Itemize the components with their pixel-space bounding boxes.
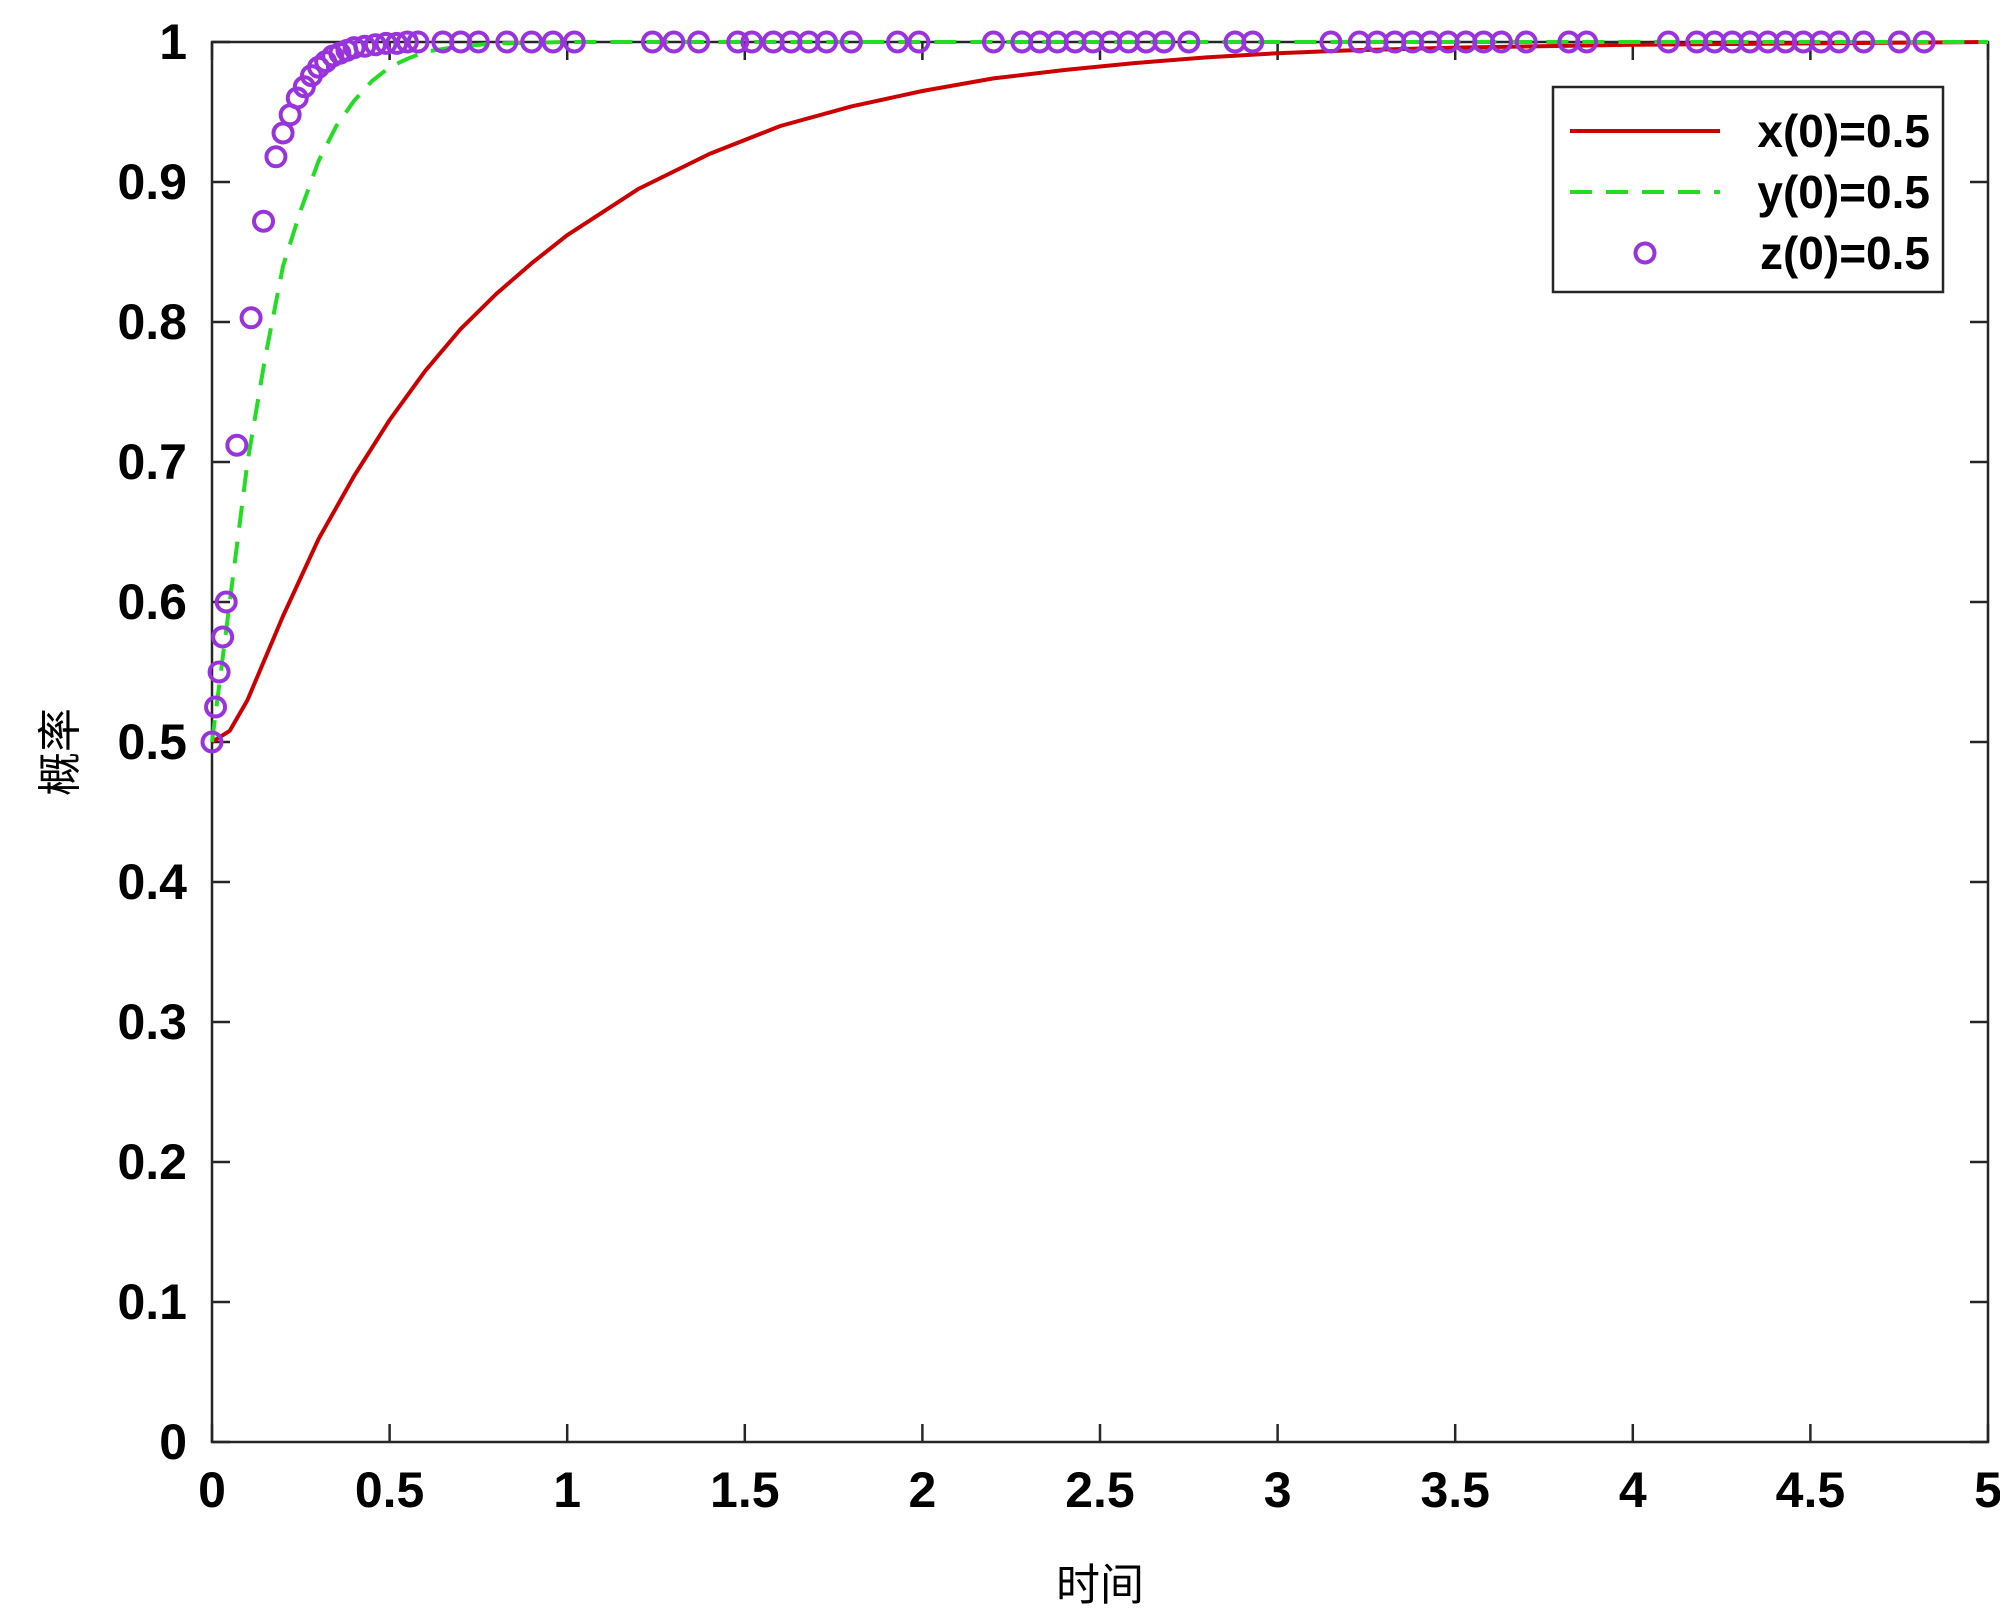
x-axis-title: 时间 <box>1056 1560 1144 1608</box>
series-2-point <box>214 590 238 614</box>
series-1-line <box>210 40 1988 743</box>
series-2-point <box>839 30 863 54</box>
series-2-point <box>1514 30 1538 54</box>
series-layer <box>200 30 1989 754</box>
series-2-point <box>207 660 231 684</box>
legend: x(0)=0.5 y(0)=0.5 z(0)=0.5 <box>1551 85 1945 294</box>
series-2-point <box>1887 30 1911 54</box>
y-axis-title: 概率 <box>35 708 86 796</box>
series-2-point <box>562 30 586 54</box>
series-2-point <box>211 625 235 649</box>
series-2-point <box>541 30 565 54</box>
series-2-point <box>374 31 398 55</box>
series-2-point <box>239 306 263 330</box>
series-2-point <box>907 30 931 54</box>
series-2-point <box>385 31 409 55</box>
y-tick-label: 0.5 <box>117 714 187 770</box>
series-2-point <box>252 209 276 233</box>
series-2-point <box>495 30 519 54</box>
series-2-point <box>395 30 419 54</box>
x-tick-label: 2 <box>908 1462 936 1518</box>
legend-label-1: y(0)=0.5 <box>1757 166 1930 218</box>
x-tick-label: 3 <box>1264 1462 1292 1518</box>
x-tick-label: 1.5 <box>710 1462 780 1518</box>
series-2-point <box>406 30 430 54</box>
series-2-point <box>264 145 288 169</box>
series-2-point <box>1827 30 1851 54</box>
y-tick-label: 0.6 <box>117 574 187 630</box>
legend-marker-2 <box>1633 241 1657 265</box>
series-2-point <box>466 30 490 54</box>
series-2-point <box>342 36 366 60</box>
series-2-point <box>726 30 750 54</box>
series-2-point <box>981 30 1005 54</box>
x-tick-label: 4.5 <box>1776 1462 1846 1518</box>
series-2-point <box>200 730 224 754</box>
tick-labels: 0 0.5 1 1.5 2 2.5 3 3.5 4 4.5 5 0 0.1 0.2 0.3 0.4 0.5 0.6… <box>117 14 2000 1518</box>
y-tick-label: 0.9 <box>117 154 187 210</box>
y-tick-label: 0.7 <box>117 434 187 490</box>
x-tick-label: 1 <box>553 1462 581 1518</box>
series-2-point <box>1656 30 1680 54</box>
x-tick-label: 0 <box>198 1462 226 1518</box>
series-2-point <box>1319 30 1343 54</box>
series-2-point <box>740 30 764 54</box>
x-tick-label: 4 <box>1619 1462 1647 1518</box>
series-2-point <box>225 433 249 457</box>
y-tick-label: 0.1 <box>117 1274 187 1330</box>
series-2-point <box>687 30 711 54</box>
y-tick-label: 0.4 <box>117 854 187 910</box>
x-tick-label: 3.5 <box>1420 1462 1490 1518</box>
series-2-point <box>1241 30 1265 54</box>
y-tick-label: 0.8 <box>117 294 187 350</box>
legend-label-0: x(0)=0.5 <box>1757 105 1930 157</box>
series-2-point <box>1177 30 1201 54</box>
series-2-point <box>814 30 838 54</box>
series-2-point <box>1575 30 1599 54</box>
series-2-point <box>353 34 377 58</box>
series-2-point <box>662 30 686 54</box>
series-2-point <box>1489 30 1513 54</box>
series-2-point <box>204 695 228 719</box>
series-2-point <box>886 30 910 54</box>
y-tick-label: 0.3 <box>117 994 187 1050</box>
series-2-point <box>1152 30 1176 54</box>
legend-box <box>1551 85 1945 294</box>
legend-label-2: z(0)=0.5 <box>1760 227 1930 279</box>
y-tick-label: 0.2 <box>117 1134 187 1190</box>
series-2-point <box>363 33 387 57</box>
x-tick-label: 2.5 <box>1065 1462 1135 1518</box>
y-tick-label: 1 <box>159 14 187 70</box>
series-2-point <box>640 30 664 54</box>
x-tick-label: 0.5 <box>355 1462 425 1518</box>
y-tick-label: 0 <box>159 1414 187 1470</box>
series-2-point <box>1852 30 1876 54</box>
x-tick-label: 5 <box>1974 1462 2000 1518</box>
series-2-point <box>520 30 544 54</box>
series-2-point <box>1912 30 1936 54</box>
